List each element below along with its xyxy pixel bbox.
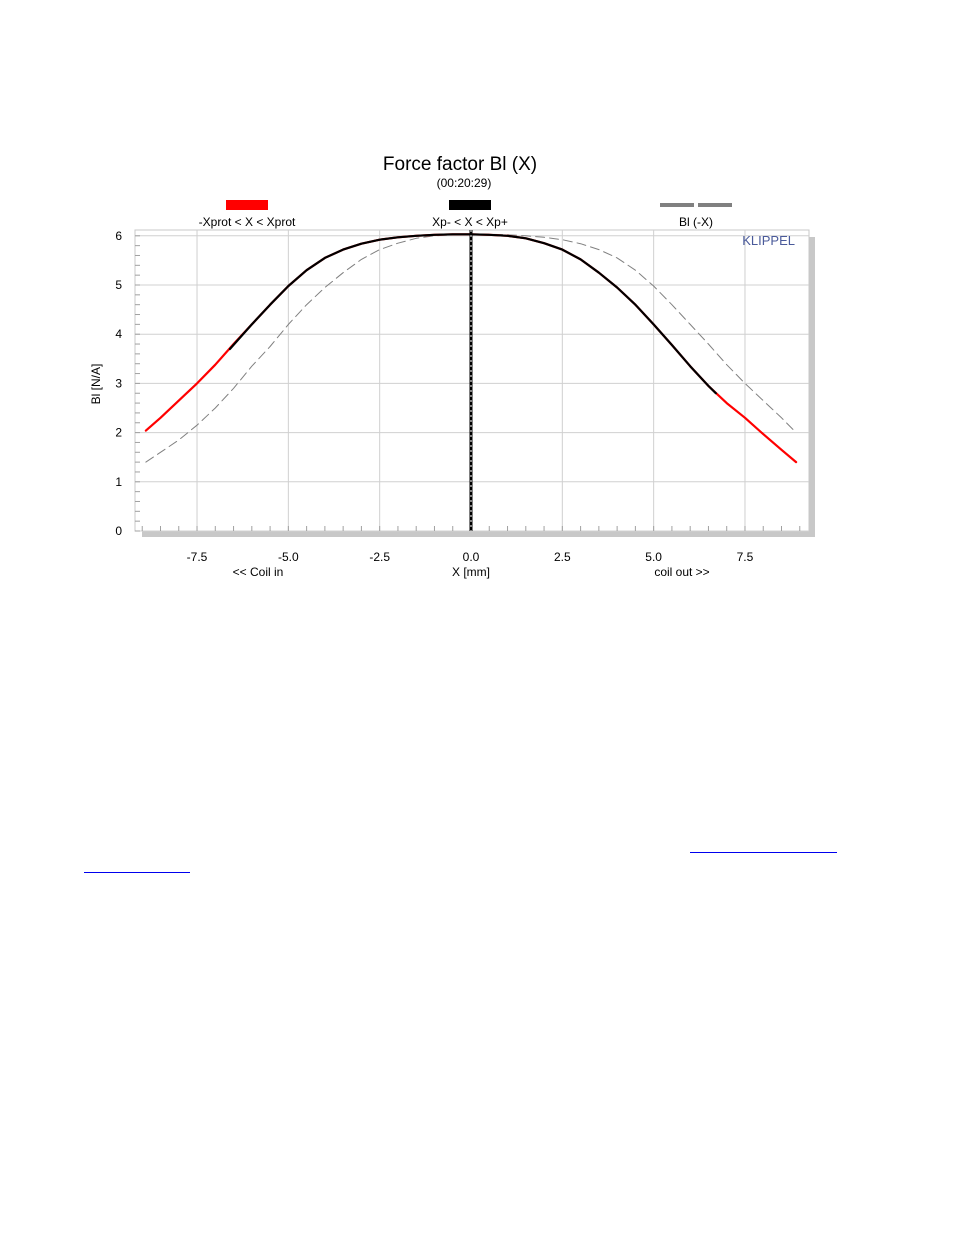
chart-subtitle: (00:20:29) [437,176,492,190]
x-tick-label-5: 5.0 [645,550,662,564]
legend-swatch-1 [449,200,491,210]
x-tick-label-3: 0.0 [463,550,480,564]
x-tick-label-4: 2.5 [554,550,571,564]
legend-label-2: Bl (-X) [679,215,713,229]
y-tick-label-2: 2 [115,426,122,440]
y-tick-label-0: 0 [115,524,122,538]
chart-title: Force factor Bl (X) [383,154,537,175]
x-tick-label-2: -2.5 [369,550,390,564]
y-tick-label-3: 3 [115,376,122,390]
y-tick-label-6: 6 [115,229,122,243]
y-tick-label-4: 4 [115,327,122,341]
y-tick-label-1: 1 [115,475,122,489]
x-tick-labels: -7.5 -5.0 -2.5 0.0 2.5 5.0 7.5 [187,550,754,564]
x-axis-label-right: coil out >> [654,565,709,579]
legend-swatch-0 [226,200,268,210]
y-tick-labels: 0 1 2 3 4 5 6 [115,229,122,538]
y-tick-label-5: 5 [115,278,122,292]
x-tick-label-0: -7.5 [187,550,208,564]
chart-svg: Force factor Bl (X) (00:20:29) -Xprot < … [89,154,815,579]
legend-label-0: -Xprot < X < Xprot [199,215,296,229]
x-tick-label-1: -5.0 [278,550,299,564]
legend-label-1: Xp- < X < Xp+ [432,215,508,229]
plot-shadow-right [809,237,815,537]
x-tick-label-6: 7.5 [737,550,754,564]
series-line-1 [228,233,717,395]
link-fragment-1[interactable] [690,852,837,853]
legend-swatch-2-b [698,203,732,207]
force-factor-chart: Force factor Bl (X) (00:20:29) -Xprot < … [89,154,815,579]
x-axis-label-left: << Coil in [233,565,284,579]
legend-swatch-2-a [660,203,694,207]
x-axis-label: X [mm] [452,565,490,579]
y-axis-label: Bl [N/A] [89,364,103,405]
legend: -Xprot < X < Xprot Xp- < X < Xp+ Bl (-X) [199,200,732,229]
link-fragment-2[interactable] [84,872,190,873]
plot-shadow-bottom [142,531,815,537]
minor-ticks [135,235,801,532]
watermark: KLIPPEL [742,233,795,248]
